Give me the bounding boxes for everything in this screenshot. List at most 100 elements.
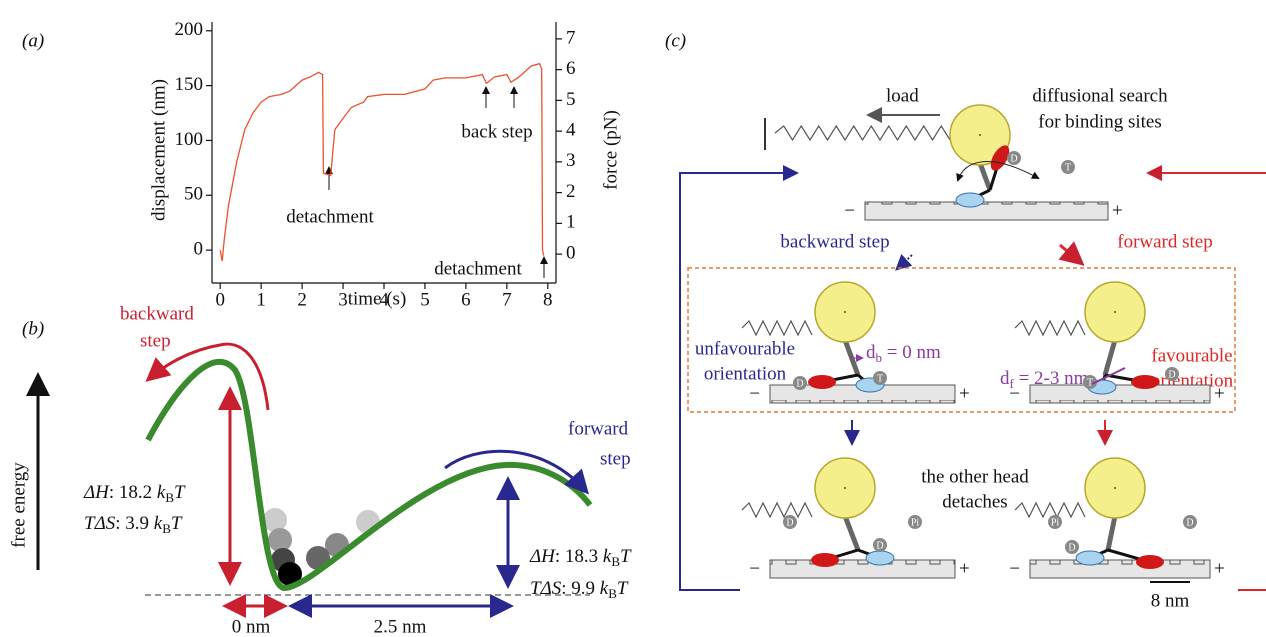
trace — [219, 62, 545, 262]
label: forward — [568, 418, 629, 439]
y-tick-label: 100 — [175, 129, 204, 150]
nucleotide — [1048, 515, 1062, 529]
head-red — [808, 375, 836, 389]
arrow — [1058, 241, 1085, 266]
nucleotide-label: D — [796, 378, 803, 389]
label: backward — [120, 303, 194, 324]
ball — [278, 562, 302, 586]
spring — [741, 501, 813, 519]
label: unfavourable — [695, 338, 795, 359]
minus-end: − — [1009, 383, 1020, 404]
nucleotide — [1007, 151, 1021, 165]
energy-label: ΔH: 18.3 kBT — [529, 546, 632, 569]
minus-end: − — [844, 200, 855, 221]
y-tick-label: 50 — [184, 184, 203, 205]
energy-label: TΔS: 9.9 kBT — [530, 578, 629, 601]
ball — [263, 508, 287, 532]
nucleotide — [1165, 367, 1179, 381]
label: df = 2-3 nm — [1000, 368, 1089, 391]
plus-end: + — [959, 558, 970, 579]
y2-tick-label: 3 — [566, 150, 576, 171]
stalk — [977, 162, 993, 191]
nucleotide-label: T — [1087, 377, 1093, 388]
y2-tick-label: 4 — [566, 119, 576, 140]
plus-end: + — [959, 383, 970, 404]
nucleotide — [1061, 160, 1075, 174]
bead-center — [1114, 311, 1116, 313]
energy-label: ΔH: 18.2 kBT — [83, 482, 186, 505]
nucleotide — [873, 538, 887, 552]
arrow — [444, 449, 590, 495]
energy-curve — [145, 358, 593, 591]
y2-tick-label: 2 — [566, 181, 576, 202]
microtubule-pattern — [1030, 560, 1210, 578]
head-red — [1136, 555, 1164, 569]
label: forward step — [1117, 231, 1213, 252]
label: detaches — [942, 491, 1007, 512]
distance-label: 2.5 nm — [374, 616, 427, 637]
head-red — [811, 553, 839, 567]
label: db = 0 nm — [866, 342, 941, 365]
label: load — [886, 85, 919, 106]
annotation: detachment — [286, 206, 374, 227]
y-tick-label: 0 — [194, 238, 204, 259]
panel-b: backward step forward step free energy Δ… — [8, 303, 632, 637]
head-blue — [1075, 550, 1105, 566]
spring — [774, 124, 951, 142]
x-tick-label: 4 — [379, 289, 389, 310]
label: backward step — [780, 231, 889, 252]
bead-center — [979, 134, 981, 136]
nucleotide — [1183, 515, 1197, 529]
annotation: detachment — [434, 258, 522, 279]
nucleotide — [1065, 540, 1079, 554]
annotation: back step — [461, 121, 532, 142]
stalk — [1105, 515, 1118, 551]
x-tick-label: 8 — [543, 289, 553, 310]
nucleotide-label: D — [1068, 542, 1075, 553]
plus-end: + — [1112, 200, 1123, 221]
microtubule-pattern — [770, 560, 955, 578]
head-blue — [955, 192, 985, 208]
nucleotide — [908, 515, 922, 529]
x-tick-label: 2 — [297, 289, 307, 310]
panel-c: load diffusional search for binding site… — [679, 85, 1266, 611]
x-tick-label: 3 — [338, 289, 348, 310]
nucleotide — [1083, 375, 1097, 389]
y2-tick-label: 1 — [566, 212, 576, 233]
label: for binding sites — [1038, 111, 1162, 132]
x-tick-label: 7 — [502, 289, 512, 310]
nucleotide — [793, 376, 807, 390]
bead-center — [844, 311, 846, 313]
head-blue — [865, 550, 895, 566]
nucleotide-label: D — [876, 540, 883, 551]
x-tick-label: 1 — [256, 289, 266, 310]
panel-label: (b) — [22, 318, 44, 339]
minus-end: − — [1009, 558, 1020, 579]
y-tick-label: 200 — [175, 19, 204, 40]
label: orientation — [704, 363, 787, 384]
plus-end: + — [1214, 558, 1225, 579]
panel-label: (c) — [665, 30, 686, 51]
microtubule-pattern — [1030, 385, 1210, 403]
swing-arrow — [956, 161, 1040, 182]
nucleotide-label: Pi — [1051, 517, 1060, 528]
panel-label: (a) — [22, 30, 44, 51]
nucleotide-label: D — [1010, 153, 1017, 164]
loop-line — [679, 172, 795, 591]
nucleotide — [783, 515, 797, 529]
y-tick-label: 150 — [175, 74, 204, 95]
nucleotide-label: T — [1065, 162, 1071, 173]
scale-label: 8 nm — [1151, 590, 1190, 611]
microtubule-pattern — [770, 385, 955, 403]
plus-end: + — [1214, 383, 1225, 404]
spring — [1014, 319, 1086, 337]
highlight-box — [687, 267, 1236, 413]
x-tick-label: 5 — [420, 289, 430, 310]
minus-end: − — [749, 383, 760, 404]
nucleotide-label: D — [1186, 517, 1193, 528]
y-axis-title: displacement (nm) — [148, 79, 169, 221]
y2-tick-label: 5 — [566, 89, 576, 110]
label: the other head — [921, 466, 1029, 487]
bead-center — [844, 487, 846, 489]
head-red — [1131, 375, 1159, 389]
